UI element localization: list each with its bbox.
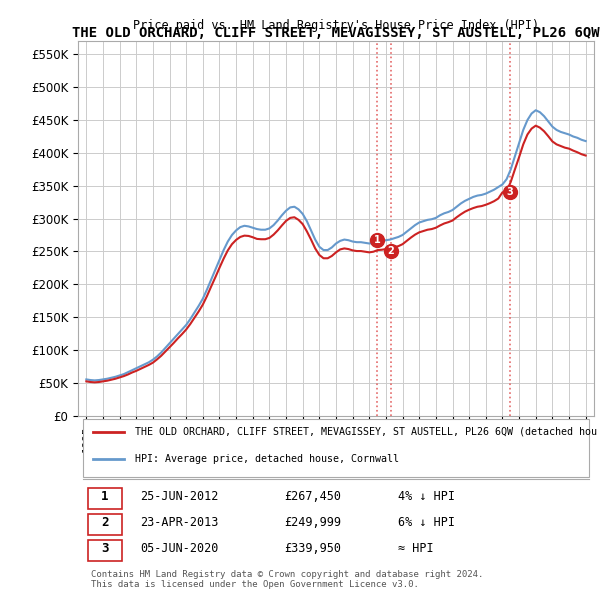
Text: Contains HM Land Registry data © Crown copyright and database right 2024.
This d: Contains HM Land Registry data © Crown c…: [91, 570, 483, 589]
Text: £339,950: £339,950: [284, 542, 341, 555]
Text: 25-JUN-2012: 25-JUN-2012: [140, 490, 218, 503]
Text: Price paid vs. HM Land Registry's House Price Index (HPI): Price paid vs. HM Land Registry's House …: [133, 19, 539, 32]
Text: 3: 3: [101, 542, 109, 555]
Text: ≈ HPI: ≈ HPI: [398, 542, 434, 555]
Text: £249,999: £249,999: [284, 516, 341, 529]
Text: 3: 3: [506, 188, 513, 197]
FancyBboxPatch shape: [83, 419, 589, 477]
Text: 2: 2: [388, 247, 394, 257]
FancyBboxPatch shape: [88, 540, 122, 561]
Text: THE OLD ORCHARD, CLIFF STREET, MEVAGISSEY, ST AUSTELL, PL26 6QW (detached hou: THE OLD ORCHARD, CLIFF STREET, MEVAGISSE…: [135, 427, 597, 437]
Text: 05-JUN-2020: 05-JUN-2020: [140, 542, 218, 555]
Text: 2: 2: [101, 516, 109, 529]
Text: 4% ↓ HPI: 4% ↓ HPI: [398, 490, 455, 503]
Text: 1: 1: [101, 490, 109, 503]
Text: 23-APR-2013: 23-APR-2013: [140, 516, 218, 529]
FancyBboxPatch shape: [88, 488, 122, 509]
Text: 1: 1: [374, 235, 380, 245]
Text: 6% ↓ HPI: 6% ↓ HPI: [398, 516, 455, 529]
FancyBboxPatch shape: [88, 514, 122, 535]
Text: HPI: Average price, detached house, Cornwall: HPI: Average price, detached house, Corn…: [135, 454, 399, 464]
Title: THE OLD ORCHARD, CLIFF STREET, MEVAGISSEY, ST AUSTELL, PL26 6QW: THE OLD ORCHARD, CLIFF STREET, MEVAGISSE…: [72, 26, 600, 40]
Text: £267,450: £267,450: [284, 490, 341, 503]
